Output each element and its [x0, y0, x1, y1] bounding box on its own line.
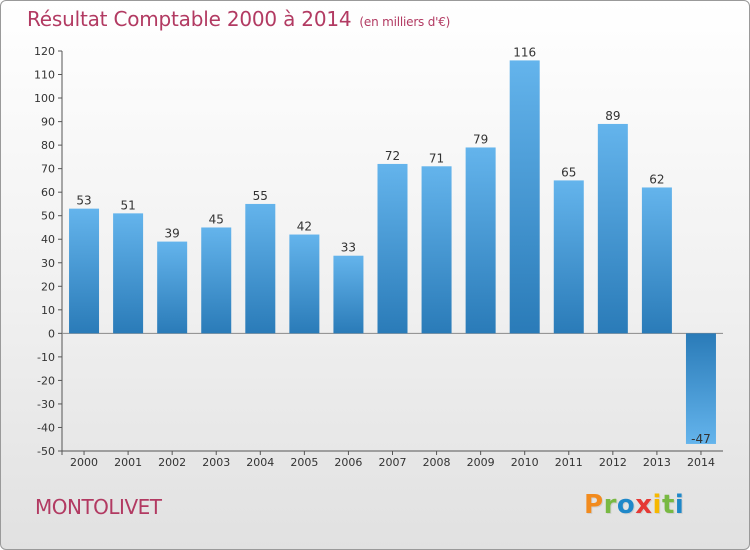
bar [421, 166, 452, 334]
y-tick-label: -50 [37, 445, 55, 458]
y-tick-label: 10 [41, 304, 55, 317]
data-label: 42 [297, 220, 312, 234]
data-label: -47 [691, 432, 711, 446]
x-tick-label: 2000 [70, 456, 98, 469]
x-tick-label: 2014 [687, 456, 715, 469]
x-tick-label: 2011 [555, 456, 583, 469]
x-tick-label: 2006 [334, 456, 362, 469]
logo-letter: i [674, 490, 685, 520]
bar [553, 180, 584, 334]
bar [289, 234, 320, 334]
bar [113, 213, 144, 334]
bar [69, 208, 100, 334]
y-tick-label: 20 [41, 280, 55, 293]
chart-subtitle: (en milliers d'€) [359, 15, 451, 29]
y-tick-label: 30 [41, 257, 55, 270]
y-tick-label: -40 [37, 421, 55, 434]
x-tick-label: 2005 [290, 456, 318, 469]
data-label: 79 [473, 132, 488, 146]
x-tick-label: 2008 [423, 456, 451, 469]
x-tick-label: 2003 [202, 456, 230, 469]
commune-name: MONTOLIVET [35, 495, 162, 519]
y-tick-label: 110 [34, 69, 55, 82]
bar [597, 123, 628, 334]
y-tick-label: 70 [41, 163, 55, 176]
y-tick-label: -30 [37, 398, 55, 411]
x-tick-label: 2013 [643, 456, 671, 469]
x-tick-label: 2010 [511, 456, 539, 469]
x-tick-label: 2012 [599, 456, 627, 469]
data-label: 62 [649, 172, 664, 186]
bar [201, 227, 232, 334]
data-label: 89 [605, 109, 620, 123]
logo-letter: x [635, 490, 653, 520]
y-tick-label: 80 [41, 139, 55, 152]
y-tick-label: -20 [37, 374, 55, 387]
data-label: 45 [209, 212, 224, 226]
data-label: 33 [341, 241, 356, 255]
x-tick-label: 2007 [379, 456, 407, 469]
logo-letter: r [603, 490, 617, 520]
y-tick-label: -10 [37, 351, 55, 364]
logo-letter: t [661, 490, 675, 520]
data-label: 116 [513, 45, 536, 59]
bar [333, 255, 364, 334]
data-label: 55 [253, 189, 268, 203]
data-label: 65 [561, 165, 576, 179]
logo-letter: i [652, 490, 662, 520]
bar [157, 241, 188, 334]
bar [245, 203, 276, 334]
y-tick-label: 0 [48, 327, 55, 340]
logo-letter: P [584, 490, 604, 520]
logo-letter: o [616, 490, 636, 520]
data-label: 53 [76, 194, 91, 208]
data-label: 71 [429, 151, 444, 165]
y-tick-label: 90 [41, 116, 55, 129]
x-tick-label: 2004 [246, 456, 274, 469]
data-label: 72 [385, 149, 400, 163]
y-tick-label: 60 [41, 186, 55, 199]
chart-title-text: Résultat Comptable 2000 à 2014 [27, 7, 352, 31]
bar [377, 163, 408, 334]
y-tick-label: 120 [34, 45, 55, 58]
bar [465, 147, 496, 334]
bar [685, 333, 716, 444]
x-tick-label: 2002 [158, 456, 186, 469]
x-tick-label: 2009 [467, 456, 495, 469]
y-tick-label: 50 [41, 210, 55, 223]
data-label: 39 [165, 227, 180, 241]
proxiti-logo: Proxiti [584, 490, 684, 520]
x-tick-label: 2001 [114, 456, 142, 469]
y-tick-label: 40 [41, 233, 55, 246]
data-label: 51 [120, 198, 135, 212]
chart-title: Résultat Comptable 2000 à 2014 (en millie… [27, 7, 450, 31]
bar [509, 60, 540, 334]
bar [641, 187, 672, 334]
y-tick-label: 100 [34, 92, 55, 105]
